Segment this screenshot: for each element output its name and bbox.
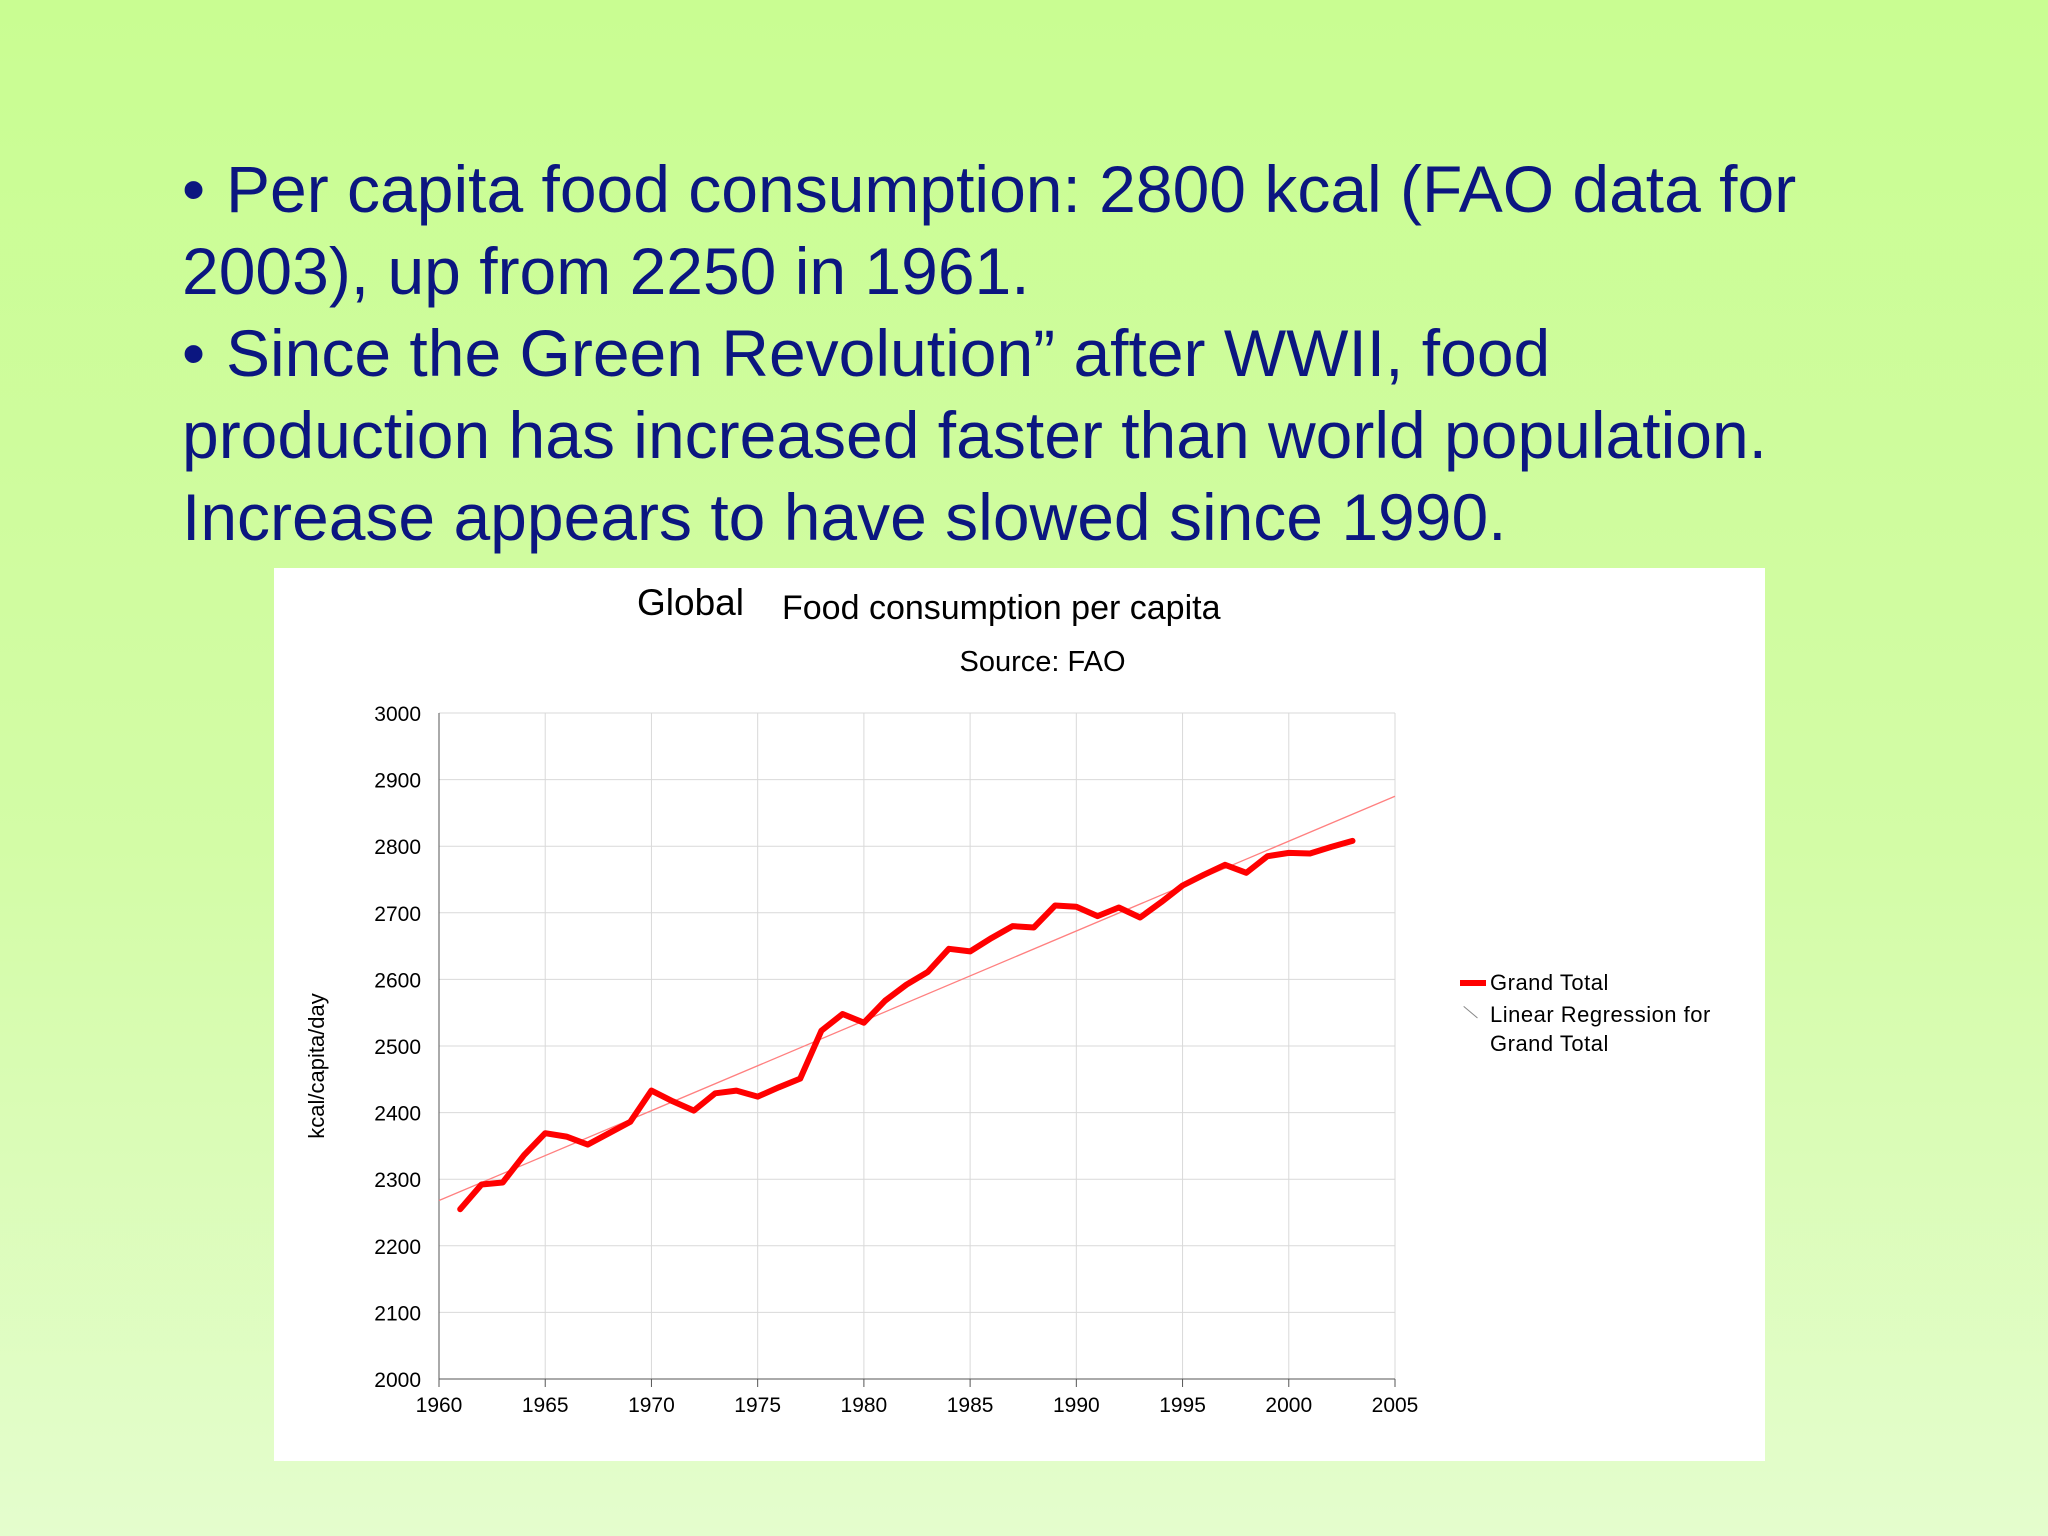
data-point — [712, 1090, 718, 1096]
x-tick-label: 1990 — [1053, 1394, 1100, 1417]
x-tick-label: 1980 — [841, 1394, 888, 1417]
data-point — [1307, 850, 1313, 857]
x-tick-label: 1975 — [734, 1394, 781, 1417]
data-point — [606, 1130, 612, 1136]
bullet-line: production has increased faster than wor… — [182, 394, 1962, 476]
data-point — [478, 1181, 485, 1188]
y-tick-label: 2300 — [374, 1169, 421, 1192]
legend-swatch-regression — [1463, 1006, 1478, 1019]
data-point — [1286, 850, 1292, 856]
data-point — [691, 1108, 697, 1114]
data-point — [1031, 924, 1037, 931]
x-tick-label: 1985 — [947, 1394, 994, 1417]
data-point — [1116, 904, 1122, 911]
bullet-dot: • — [182, 152, 206, 226]
y-tick-label: 2200 — [374, 1236, 421, 1259]
x-tick-label: 1970 — [628, 1394, 675, 1417]
data-point — [1094, 913, 1101, 919]
bullet-text: Increase appears to have slowed since 19… — [182, 480, 1507, 554]
data-point — [925, 969, 931, 975]
legend-swatch-grand-total — [1460, 980, 1486, 986]
slide-body-text: • Per capita food consumption: 2800 kcal … — [182, 148, 1962, 558]
chart-title-global: Global — [637, 582, 744, 623]
x-tick-label: 2005 — [1372, 1394, 1419, 1417]
line-chart: 2000 2100 2200 2300 2400 2500 2600 2700 2800 2900… — [304, 703, 1419, 1417]
data-point — [861, 1020, 867, 1026]
data-point — [1137, 914, 1143, 921]
bullet-line: • Per capita food consumption: 2800 kcal … — [182, 148, 1962, 230]
y-tick-label: 2100 — [374, 1302, 421, 1325]
data-point — [882, 998, 888, 1004]
data-point — [1010, 923, 1016, 929]
data-point — [733, 1088, 740, 1094]
series-line-grand-total — [457, 837, 1356, 1213]
data-point — [500, 1179, 506, 1186]
data-point — [1073, 904, 1079, 910]
x-tick-label: 1960 — [416, 1394, 463, 1417]
x-tick-label: 1995 — [1159, 1394, 1206, 1417]
legend-label: Linear Regression for Grand Total — [1490, 1002, 1711, 1056]
data-point — [1158, 899, 1164, 905]
data-point — [988, 935, 994, 941]
bullet-text: Per capita food consumption: 2800 kcal (… — [226, 152, 1797, 226]
bullet-line: • Since the Green Revolution” after WWII,… — [182, 312, 1962, 394]
data-point — [818, 1028, 825, 1034]
data-point — [1328, 844, 1334, 850]
data-point — [1201, 872, 1207, 878]
bullet-text: Since the Green Revolution” after WWII, … — [226, 316, 1551, 390]
legend-item-regression: Linear Regression for Grand Total — [1460, 1000, 1760, 1060]
legend-label: Grand Total — [1490, 970, 1609, 995]
data-point — [521, 1152, 527, 1158]
data-point — [563, 1133, 570, 1140]
bullet-line: 2003), up from 2250 in 1961. — [182, 230, 1962, 312]
data-point — [1243, 870, 1249, 876]
y-axis-label: kcal/capita/day — [304, 993, 329, 1139]
bullet-dot: • — [182, 316, 206, 390]
y-tick-label: 2700 — [374, 903, 421, 926]
bullet-text: 2003), up from 2250 in 1961. — [182, 234, 1030, 308]
y-tick-label: 2800 — [374, 836, 421, 859]
series-line-regression — [438, 795, 1396, 1202]
data-point — [627, 1119, 633, 1125]
data-point — [755, 1094, 761, 1100]
y-tick-label: 2000 — [374, 1369, 421, 1392]
data-point — [797, 1076, 803, 1082]
chart-title: Food consumption per capita — [782, 589, 1221, 627]
chart-legend: Grand Total Linear Regression for Grand … — [1460, 968, 1760, 1060]
data-point — [776, 1084, 782, 1090]
data-point — [1179, 882, 1186, 889]
data-point — [648, 1088, 655, 1094]
data-point — [585, 1141, 591, 1148]
x-tick-label: 1965 — [522, 1394, 569, 1417]
data-point — [967, 948, 973, 955]
y-tick-label: 2900 — [374, 770, 421, 793]
y-tick-label: 2600 — [374, 969, 421, 992]
chart-panel: 2000 2100 2200 2300 2400 2500 2600 2700 2800 2900… — [274, 568, 1765, 1461]
data-point — [903, 982, 909, 988]
data-point — [457, 1206, 463, 1212]
chart-subtitle: Source: FAO — [959, 646, 1126, 678]
x-tick-label: 2000 — [1265, 1394, 1312, 1417]
data-point — [670, 1098, 676, 1104]
y-tick-label: 2500 — [374, 1036, 421, 1059]
data-point — [1349, 838, 1356, 844]
data-point — [542, 1130, 548, 1136]
legend-item-grand-total: Grand Total — [1460, 968, 1760, 1000]
data-point — [1264, 853, 1271, 859]
data-point — [840, 1011, 846, 1017]
bullet-line: Increase appears to have slowed since 19… — [182, 476, 1962, 558]
y-tick-label: 3000 — [374, 703, 421, 726]
data-point — [1222, 862, 1228, 868]
y-tick-label: 2400 — [374, 1103, 421, 1126]
data-point — [946, 946, 952, 952]
bullet-text: production has increased faster than wor… — [182, 398, 1767, 472]
data-point — [1052, 902, 1058, 909]
